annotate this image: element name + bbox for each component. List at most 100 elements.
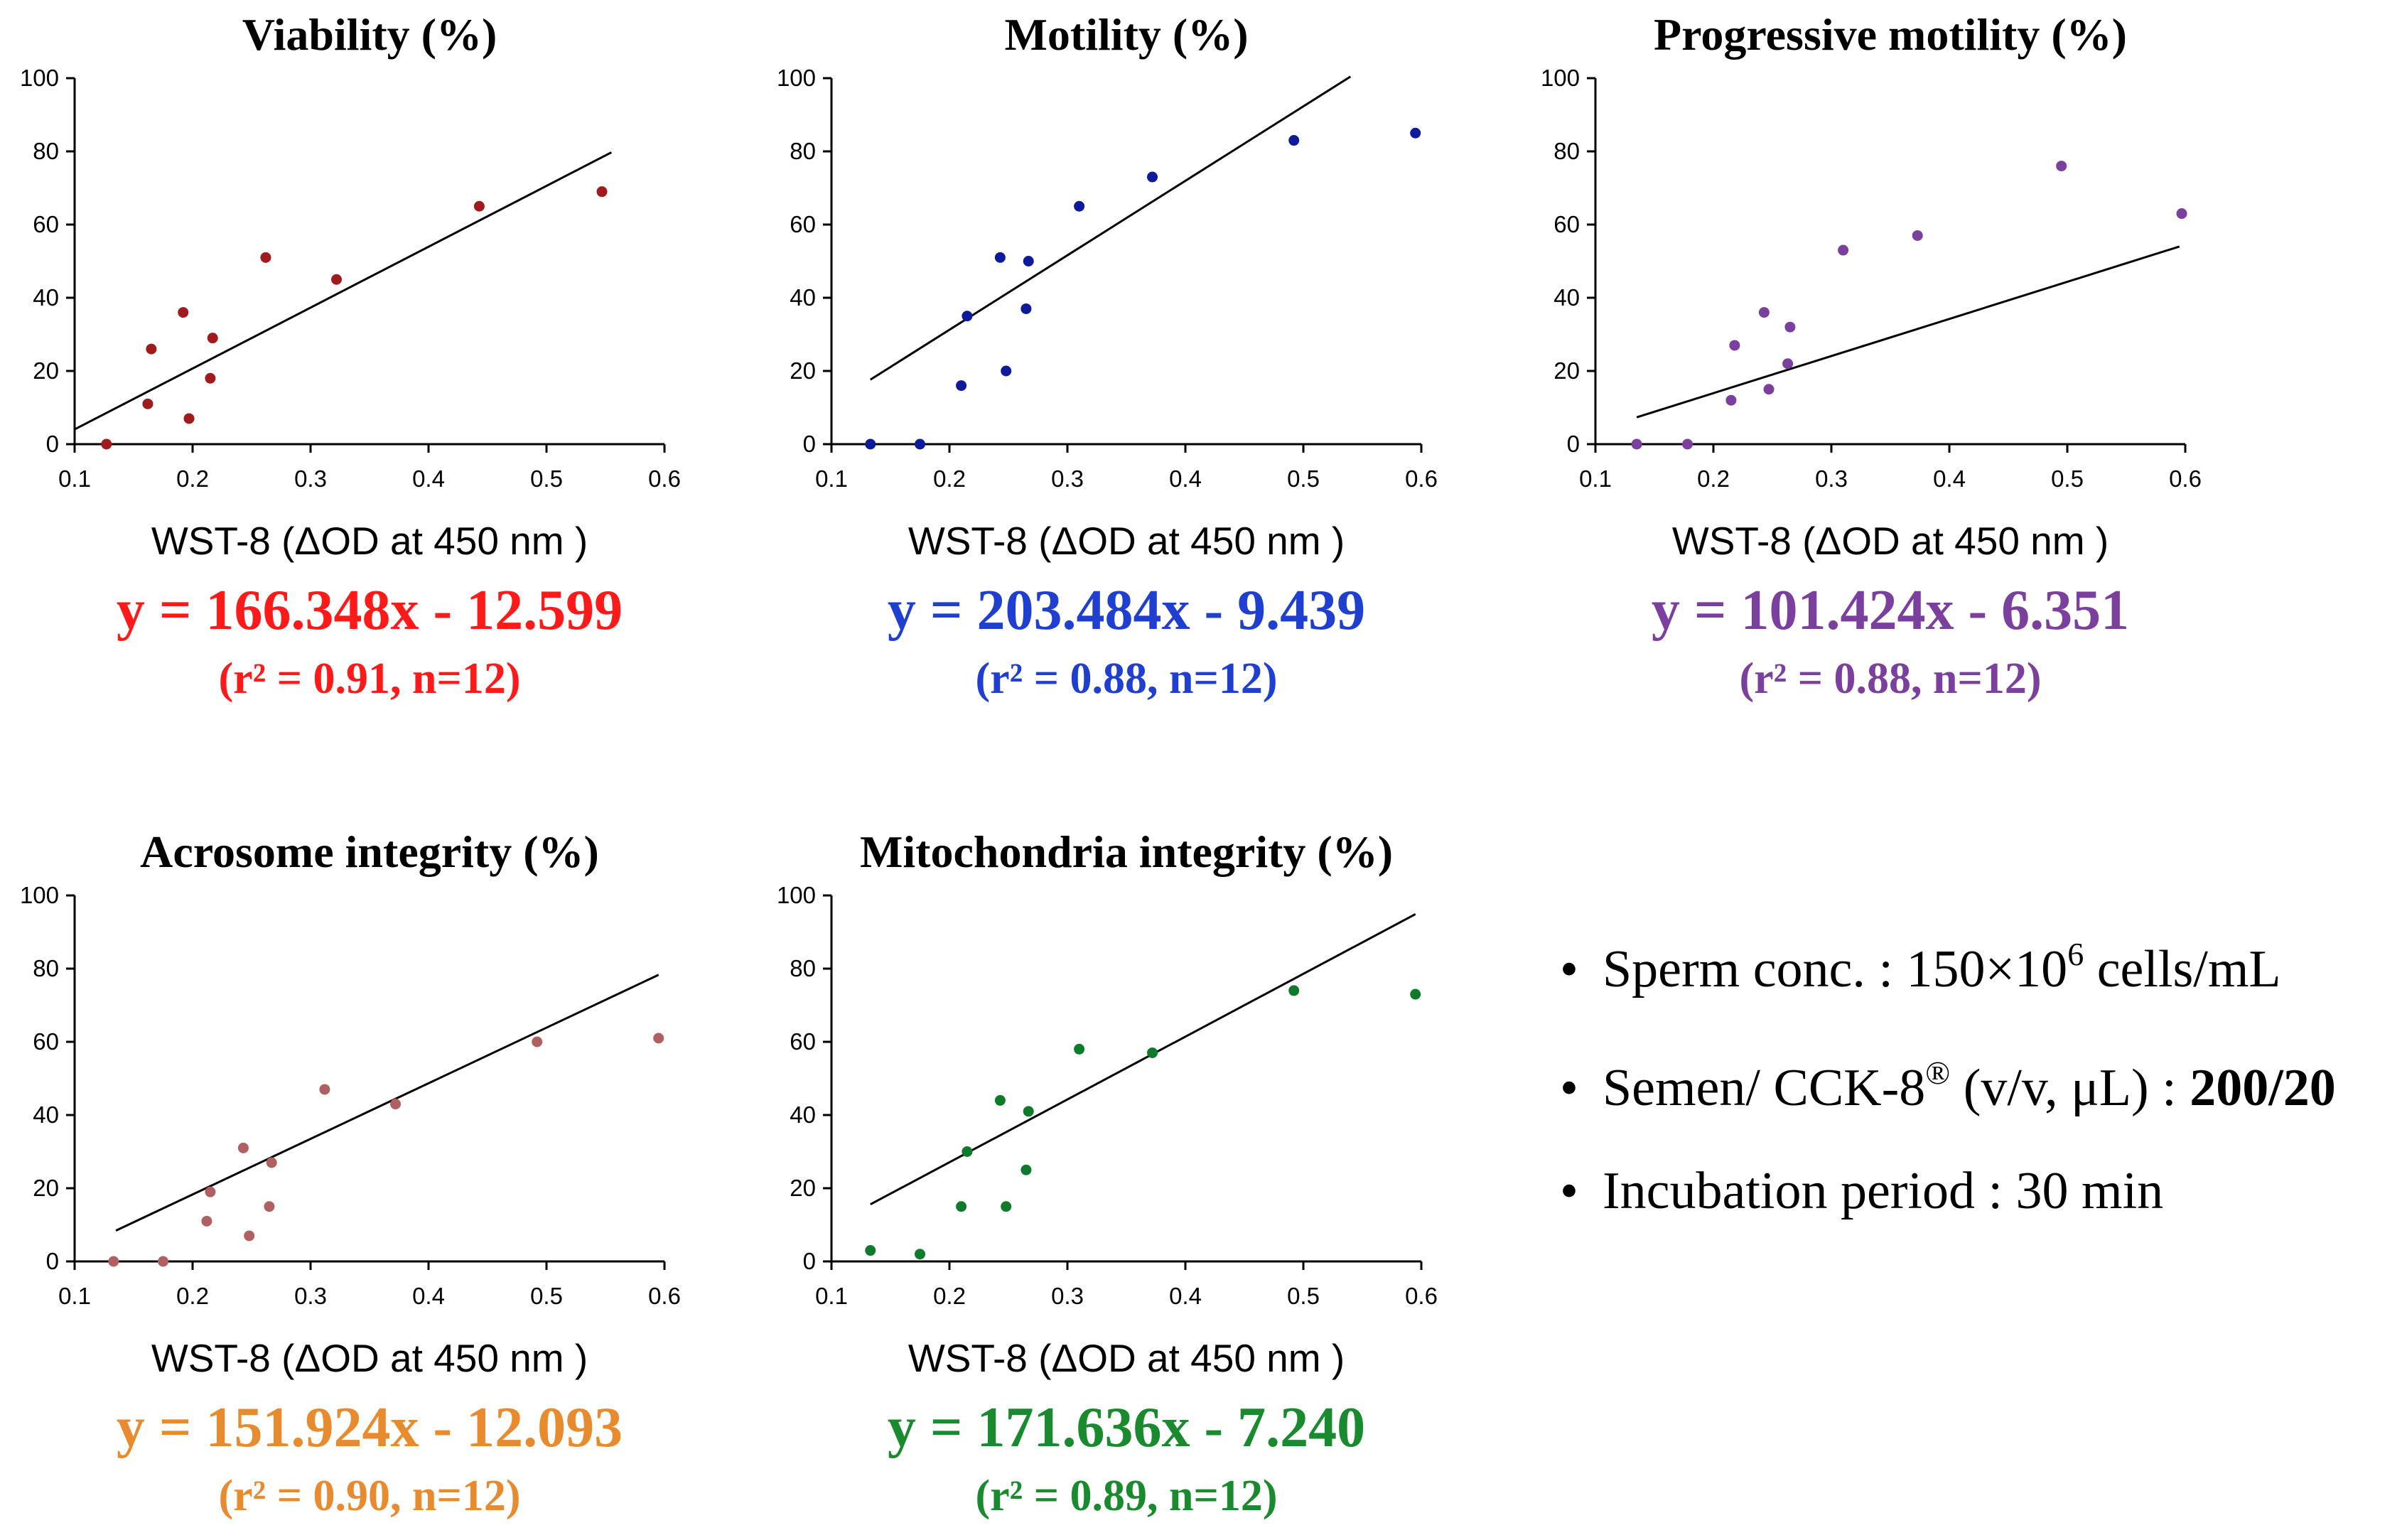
- data-point: [1729, 340, 1740, 351]
- data-point: [1023, 256, 1034, 266]
- data-point: [1784, 321, 1796, 333]
- regression-stats: (r² = 0.88, n=12): [975, 655, 1277, 703]
- bullet-icon: •: [1560, 1162, 1578, 1220]
- data-point: [1147, 171, 1158, 183]
- y-tick-label: 40: [33, 1102, 59, 1128]
- x-tick-label: 0.3: [294, 465, 327, 492]
- data-point: [158, 1256, 168, 1267]
- chart-panel-acrosome-integrity: Acrosome integrity (%) 0 20 40 60 80 100 0.1 0.2…: [0, 817, 711, 1535]
- regression-stats: (r² = 0.89, n=12): [975, 1472, 1277, 1520]
- x-tick-label: 0.1: [1579, 465, 1612, 492]
- y-tick-label: 0: [803, 1248, 816, 1274]
- condition-incubation-period: • Incubation period : 30 min: [1560, 1140, 2336, 1243]
- data-point: [473, 200, 485, 212]
- regression-equation: y = 101.424x - 6.351: [1652, 579, 2129, 642]
- sperm-conc-text: Sperm conc. : 150×10: [1603, 940, 2068, 998]
- data-point: [865, 1245, 876, 1256]
- registered-mark: ®: [1925, 1055, 1951, 1091]
- data-point: [1023, 1106, 1034, 1117]
- data-point: [915, 438, 925, 450]
- y-tick-label: 100: [20, 882, 59, 908]
- x-tick-label: 0.1: [815, 465, 848, 492]
- data-point: [1410, 127, 1421, 139]
- regression-line: [869, 75, 1352, 381]
- regression-equation: y = 151.924x - 12.093: [117, 1396, 623, 1459]
- regression-stats: (r² = 0.88, n=12): [1739, 655, 2041, 703]
- data-point: [205, 372, 216, 384]
- regression-line: [115, 974, 659, 1232]
- data-point: [101, 438, 112, 450]
- data-point: [146, 343, 157, 355]
- y-tick-label: 80: [790, 955, 816, 981]
- x-tick-label: 0.5: [1287, 1283, 1320, 1309]
- data-point: [1725, 394, 1737, 406]
- y-tick-label: 40: [33, 284, 59, 311]
- scatter-plot: Acrosome integrity (%) 0 20 40 60 80 100 0.1 0.2…: [20, 826, 681, 1520]
- data-point: [264, 1201, 275, 1212]
- y-tick-label: 60: [33, 211, 59, 237]
- y-tick-label: 80: [33, 955, 59, 981]
- chart-title: Mitochondria integrity (%): [860, 826, 1393, 877]
- data-point: [237, 1142, 249, 1153]
- x-tick-label: 0.2: [1697, 465, 1730, 492]
- x-tick-label: 0.6: [2169, 465, 2202, 492]
- x-tick-label: 0.3: [1051, 1283, 1084, 1309]
- data-point: [994, 1094, 1006, 1106]
- y-tick-label: 60: [790, 211, 816, 237]
- y-tick-label: 40: [1553, 284, 1580, 311]
- condition-semen-ratio: • Semen/ CCK-8® (v/v, μL) : 200/20: [1560, 1021, 2336, 1140]
- chart-title: Acrosome integrity (%): [140, 826, 599, 877]
- data-point: [205, 1186, 216, 1197]
- data-point: [1758, 307, 1770, 318]
- regression-line: [74, 151, 612, 431]
- y-tick-label: 80: [1553, 138, 1580, 164]
- semen-ratio-value: 200/20: [2190, 1059, 2336, 1117]
- data-point: [1631, 438, 1642, 450]
- x-tick-label: 0.4: [412, 1283, 445, 1309]
- x-tick-label: 0.2: [933, 1283, 966, 1309]
- regression-equation: y = 166.348x - 12.599: [117, 579, 623, 642]
- regression-stats: (r² = 0.90, n=12): [218, 1472, 520, 1520]
- condition-sperm-concentration: • Sperm conc. : 150×106 cells/mL: [1560, 903, 2336, 1021]
- data-point: [1410, 989, 1421, 1000]
- data-point: [2056, 161, 2067, 172]
- data-point: [532, 1036, 543, 1048]
- y-tick-label: 100: [1541, 65, 1580, 91]
- y-tick-label: 100: [777, 65, 816, 91]
- y-tick-label: 20: [1553, 357, 1580, 384]
- chart-panel-viability: Viability (%) 0 20 40 60 80 100 0.1 0.2 0.3 0.4 0.5…: [0, 0, 711, 718]
- data-point: [319, 1084, 330, 1095]
- regression-line: [870, 913, 1416, 1206]
- chart-panel-progressive-motility: Progressive motility (%) 0 20 40 60 80 100 0.1 0…: [1521, 0, 2231, 718]
- data-point: [1001, 1201, 1012, 1212]
- regression-line: [1636, 245, 2180, 419]
- x-tick-label: 0.1: [815, 1283, 848, 1309]
- x-tick-label: 0.6: [648, 1283, 681, 1309]
- data-point: [962, 1146, 973, 1157]
- data-point: [1782, 358, 1794, 370]
- y-tick-label: 20: [33, 357, 59, 384]
- data-point: [266, 1157, 277, 1168]
- data-point: [1838, 244, 1849, 256]
- y-tick-label: 60: [1553, 211, 1580, 237]
- data-point: [962, 311, 973, 322]
- data-point: [331, 274, 343, 285]
- x-axis-label: WST-8 (ΔOD at 450 nm ): [151, 519, 588, 563]
- chart-panel-mitochondria-integrity: Mitochondria integrity (%) 0 20 40 60 80 100 0.…: [757, 817, 1468, 1535]
- data-point: [142, 398, 154, 409]
- x-tick-label: 0.3: [1815, 465, 1848, 492]
- data-point: [915, 1249, 925, 1260]
- x-tick-label: 0.2: [933, 465, 966, 492]
- x-tick-label: 0.5: [2051, 465, 2084, 492]
- chart-panel-motility: Motility (%) 0 20 40 60 80 100 0.1 0.2 0.3 0.4 0.5 0…: [757, 0, 1468, 718]
- chart-title: Viability (%): [242, 9, 497, 60]
- data-point: [1288, 135, 1300, 146]
- data-point: [956, 380, 967, 392]
- data-point: [1021, 303, 1032, 314]
- data-point: [390, 1099, 402, 1110]
- y-tick-label: 0: [46, 431, 59, 457]
- semen-ratio-units: (v/v, μL) :: [1950, 1059, 2190, 1117]
- data-point: [1021, 1164, 1032, 1175]
- x-tick-label: 0.4: [1933, 465, 1966, 492]
- y-tick-label: 40: [790, 1102, 816, 1128]
